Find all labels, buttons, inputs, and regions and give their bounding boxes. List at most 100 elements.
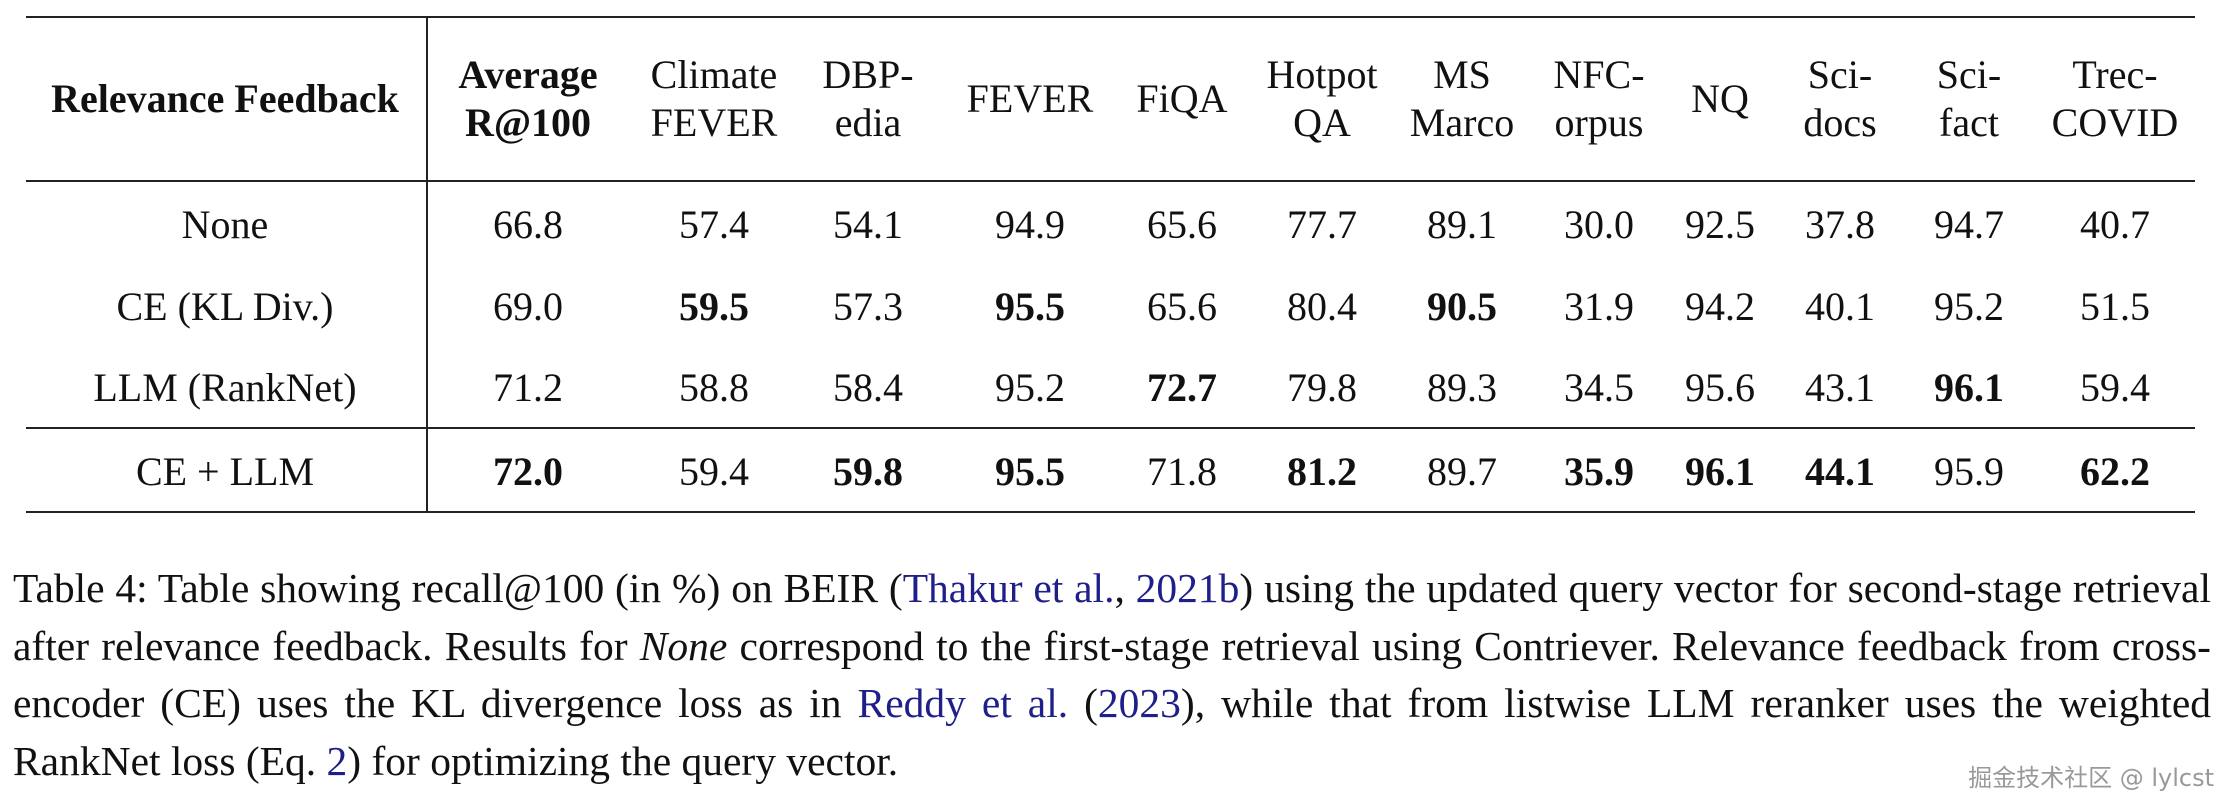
row-label: CE + LLM <box>135 449 315 494</box>
table-cell: 66.8 <box>493 202 563 247</box>
table-cell: 54.1 <box>833 202 903 247</box>
header-cell: DBP-edia <box>793 51 943 147</box>
row-label: CE (KL Div.) <box>116 284 334 329</box>
table-cell: 92.5 <box>1685 202 1755 247</box>
table-cell: 30.0 <box>1564 202 1634 247</box>
table-cell: 71.8 <box>1147 449 1217 494</box>
caption-text: None <box>639 622 728 669</box>
table-cell: 65.6 <box>1147 284 1217 329</box>
caption-text: ), while that from listwise LLM reranker… <box>13 680 2211 784</box>
table-cell: 58.4 <box>833 365 903 410</box>
header-line: Sci- <box>1936 52 2002 97</box>
rule <box>26 16 2195 18</box>
table-cell: 90.5 <box>1427 284 1497 329</box>
watermark: 掘金技术社区 @ lylcst <box>1968 758 2214 793</box>
table-cell: 95.2 <box>1934 284 2004 329</box>
table-cell: 94.2 <box>1685 284 1755 329</box>
table-cell: 58.8 <box>679 365 749 410</box>
table-cell: 59.4 <box>679 449 749 494</box>
table-cell: 89.3 <box>1427 365 1497 410</box>
table-cell: 79.8 <box>1287 365 1357 410</box>
header-cell: NQ <box>1665 75 1775 123</box>
header-line: Trec- <box>2072 52 2158 97</box>
header-line: fact <box>1939 100 1999 145</box>
table-cell: 71.2 <box>493 365 563 410</box>
header-cell: Sci-docs <box>1780 51 1900 147</box>
citation-link: 2 <box>326 737 348 784</box>
table-cell: 69.0 <box>493 284 563 329</box>
header-cell: Climate FEVER <box>624 51 804 147</box>
header-line: Sci- <box>1807 52 1873 97</box>
rule <box>26 511 2195 513</box>
citation-link: 2023 <box>1097 680 1181 726</box>
row-label: LLM (RankNet) <box>93 365 357 410</box>
table-cell: 59.5 <box>679 284 749 329</box>
header-cell: Hotpot QA <box>1252 51 1392 147</box>
rule <box>26 427 2195 429</box>
table-cell: 95.6 <box>1685 365 1755 410</box>
citation-link: Reddy et al. <box>857 680 1069 726</box>
table-cell: 35.9 <box>1564 449 1634 494</box>
header-line: Marco <box>1409 100 1515 145</box>
table-cell: 57.4 <box>679 202 749 247</box>
header-line: FEVER <box>650 100 778 145</box>
header-cell: MS Marco <box>1392 51 1532 147</box>
header-line: QA <box>1293 100 1351 145</box>
header-line: MS <box>1433 52 1491 97</box>
header-cell: FiQA <box>1112 75 1252 123</box>
table-cell: 96.1 <box>1685 449 1755 494</box>
row-label: None <box>181 202 269 247</box>
table-cell: 94.7 <box>1934 202 2004 247</box>
table-cell: 95.9 <box>1934 449 2004 494</box>
table-cell: 72.0 <box>493 449 563 494</box>
citation-link: 2021b <box>1135 565 1240 611</box>
header-line: Climate <box>650 52 778 97</box>
table-cell: 40.1 <box>1805 284 1875 329</box>
header-line: FEVER <box>966 76 1094 121</box>
table-cell: 95.2 <box>995 365 1065 410</box>
table-cell: 95.5 <box>995 449 1065 494</box>
citation-link: Thakur et al. <box>902 565 1115 611</box>
caption: Table 4: Table showing recall@100 (in %)… <box>13 560 2211 790</box>
header-line: docs <box>1803 100 1877 145</box>
caption-text: ( <box>1068 680 1098 726</box>
header-line: Average <box>458 52 598 97</box>
header-line: R@100 <box>464 100 592 145</box>
caption-text: correspond to the first-stage retrieval … <box>13 622 2212 727</box>
table-cell: 95.5 <box>995 284 1065 329</box>
caption-text: Table 4: Table showing recall@100 (in %)… <box>13 565 903 611</box>
header-line: Hotpot <box>1266 52 1378 97</box>
table-cell: 31.9 <box>1564 284 1634 329</box>
table-cell: 77.7 <box>1287 202 1357 247</box>
table-cell: 89.7 <box>1427 449 1497 494</box>
table-cell: 59.4 <box>2080 365 2150 410</box>
table-cell: 59.8 <box>833 449 903 494</box>
header-cell: Relevance Feedback <box>30 75 420 123</box>
table-cell: 51.5 <box>2080 284 2150 329</box>
table-cell: 43.1 <box>1805 365 1875 410</box>
header-line: orpus <box>1554 100 1644 145</box>
header-line: edia <box>834 100 902 145</box>
column-rule <box>426 16 428 513</box>
caption-text: ) for optimizing the query vector. <box>347 737 899 784</box>
table-cell: 96.1 <box>1934 365 2004 410</box>
header-line: DBP- <box>822 52 914 97</box>
table-cell: 44.1 <box>1805 449 1875 494</box>
table-cell: 89.1 <box>1427 202 1497 247</box>
rule <box>26 180 2195 182</box>
header-cell: NFC-orpus <box>1534 51 1664 147</box>
header-line: COVID <box>2051 100 2179 145</box>
table-cell: 37.8 <box>1805 202 1875 247</box>
table-cell: 65.6 <box>1147 202 1217 247</box>
header-cell: Average R@100 <box>438 51 618 147</box>
table-cell: 57.3 <box>833 284 903 329</box>
header-line: NFC- <box>1553 52 1645 97</box>
table-cell: 34.5 <box>1564 365 1634 410</box>
table-cell: 62.2 <box>2080 449 2150 494</box>
table-cell: 80.4 <box>1287 284 1357 329</box>
header-cell: FEVER <box>945 75 1115 123</box>
caption-text: ) using the updated query vector for sec… <box>13 565 2211 669</box>
header-cell: Sci-fact <box>1904 51 2034 147</box>
table-cell: 40.7 <box>2080 202 2150 247</box>
